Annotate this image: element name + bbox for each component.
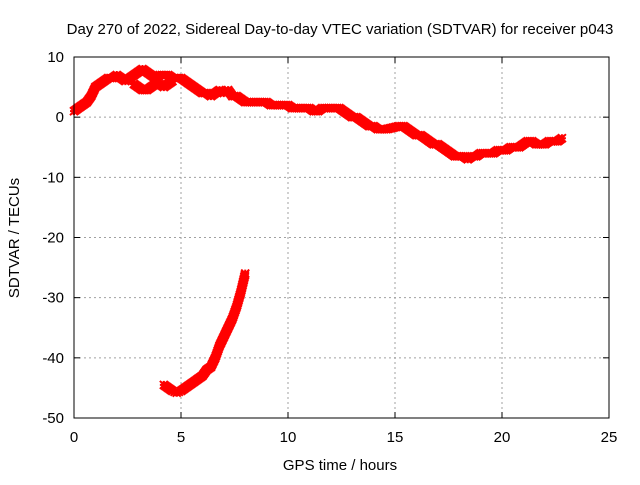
x-tick-label: 15 — [387, 429, 404, 446]
y-tick-label: 0 — [56, 109, 64, 126]
x-tick-label: 5 — [177, 429, 185, 446]
data-layer — [69, 64, 567, 398]
chart-title: Day 270 of 2022, Sidereal Day-to-day VTE… — [67, 21, 614, 38]
series-loop-segment — [129, 76, 178, 95]
x-tick-label: 10 — [280, 429, 297, 446]
series-drop-segment — [159, 268, 250, 398]
data-point — [557, 133, 567, 143]
y-tick-label: 10 — [47, 49, 64, 66]
plot-border — [73, 56, 610, 419]
y-tick-label: -30 — [42, 290, 64, 307]
y-tick-label: -50 — [42, 410, 64, 427]
y-axis-label: SDTVAR / TECUs — [6, 178, 23, 298]
data-point — [240, 268, 250, 279]
y-tick-label: -20 — [42, 230, 64, 247]
y-tick-label: -10 — [42, 169, 64, 186]
series-main-track — [69, 64, 567, 164]
x-axis-label: GPS time / hours — [283, 457, 397, 474]
y-tick-label: -40 — [42, 350, 64, 367]
x-tick-label: 0 — [70, 429, 78, 446]
x-tick-label: 25 — [601, 429, 618, 446]
x-tick-label: 20 — [494, 429, 511, 446]
grid-layer — [74, 57, 609, 418]
data-point — [167, 76, 178, 86]
